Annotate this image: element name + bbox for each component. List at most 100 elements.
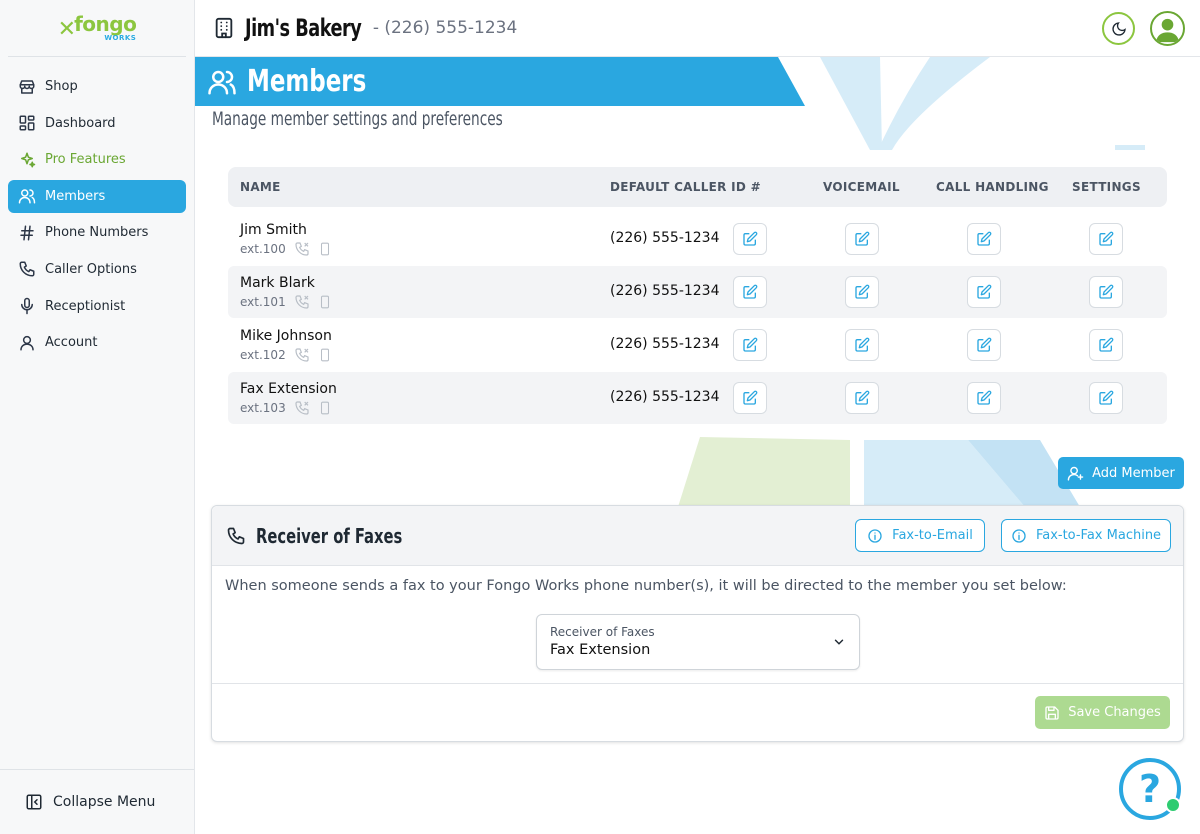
select-label: Receiver of Faxes [550,625,655,639]
sidebar-item-receptionist[interactable]: Receptionist [8,290,186,323]
edit-caller-id-button[interactable] [733,276,767,308]
sidebar-item-shop[interactable]: Shop [8,70,186,103]
dashboard-icon [17,113,37,133]
add-member-label: Add Member [1092,465,1175,481]
edit-icon [976,284,992,300]
phone-forward-icon [294,400,310,416]
member-extension-line: ext.102 [240,347,332,363]
edit-icon [742,337,758,353]
column-header-name: NAME [240,180,281,194]
edit-call-handling-button[interactable] [967,276,1001,308]
sidebar-item-label: Dashboard [45,115,116,131]
sidebar-item-pro-features[interactable]: Pro Features [8,143,186,176]
dark-mode-toggle[interactable] [1102,12,1135,45]
business-name: Jim's Bakery [245,14,362,42]
top-header: Jim's Bakery - (226) 555-1234 [195,0,1200,57]
sidebar-item-label: Account [45,335,98,351]
microphone-icon [17,296,37,316]
card-divider [212,683,1183,684]
add-member-button[interactable]: Add Member [1058,457,1184,489]
chevron-down-icon [832,635,846,649]
fax-card-header: Receiver of Faxes Fax-to-Email Fax-to-Fa… [212,506,1183,566]
fax-description: When someone sends a fax to your Fongo W… [225,578,1067,594]
column-header-caller-id: DEFAULT CALLER ID # [610,180,762,194]
edit-settings-button[interactable] [1089,223,1123,255]
phone-forward-icon [294,347,310,363]
member-name: Mike Johnson [240,328,332,344]
edit-caller-id-button[interactable] [733,329,767,361]
store-icon [17,77,37,97]
page-title-banner: Members [195,57,805,106]
avatar-icon [1152,13,1183,44]
sidebar-item-caller-options[interactable]: Caller Options [8,253,186,286]
collapse-menu-button[interactable]: Collapse Menu [0,769,194,834]
sidebar-item-phone-numbers[interactable]: Phone Numbers [8,216,186,249]
edit-call-handling-button[interactable] [967,329,1001,361]
mobile-icon [318,400,332,416]
business-phone: - (226) 555-1234 [372,18,518,38]
edit-icon [854,337,870,353]
help-button[interactable]: ? [1119,758,1181,820]
edit-settings-button[interactable] [1089,382,1123,414]
sidebar-item-dashboard[interactable]: Dashboard [8,107,186,140]
edit-icon [976,390,992,406]
sidebar-item-members[interactable]: Members [8,179,186,213]
member-extension: ext.103 [240,401,286,415]
fax-to-email-button[interactable]: Fax-to-Email [855,519,985,552]
phone-icon [226,526,246,546]
collapse-icon [24,792,44,812]
edit-voicemail-button[interactable] [845,223,879,255]
help-question-icon: ? [1138,767,1162,811]
edit-call-handling-button[interactable] [967,223,1001,255]
member-caller-id: (226) 555-1234 [610,336,720,352]
edit-voicemail-button[interactable] [845,382,879,414]
sidebar-nav: Shop Dashboard Pro Features Members Phon… [0,70,194,359]
table-row: Mike Johnson ext.102 (226) 555-1234 [228,319,1167,371]
edit-caller-id-button[interactable] [733,382,767,414]
edit-icon [854,390,870,406]
mobile-icon [318,294,332,310]
page-title: Members [247,64,367,99]
info-icon [867,528,883,544]
sidebar-item-label: Members [45,188,106,204]
page-subtitle: Manage member settings and preferences [212,108,503,130]
edit-icon [742,231,758,247]
online-status-dot [1165,797,1181,813]
sidebar-item-label: Caller Options [45,261,137,277]
hash-icon [17,223,37,243]
edit-call-handling-button[interactable] [967,382,1001,414]
fax-to-fax-machine-button[interactable]: Fax-to-Fax Machine [1001,519,1171,552]
edit-icon [976,337,992,353]
member-name: Jim Smith [240,222,307,238]
edit-settings-button[interactable] [1089,276,1123,308]
building-icon [213,17,235,39]
sidebar-item-account[interactable]: Account [8,326,186,359]
mobile-icon [318,347,332,363]
edit-voicemail-button[interactable] [845,276,879,308]
member-extension: ext.101 [240,295,286,309]
fax-to-email-label: Fax-to-Email [892,528,973,543]
user-plus-icon [1067,465,1084,482]
sparkle-icon [17,150,37,170]
edit-icon [854,284,870,300]
user-avatar-button[interactable] [1150,11,1185,46]
fax-receiver-card: Receiver of Faxes Fax-to-Email Fax-to-Fa… [211,505,1184,742]
save-changes-button[interactable]: Save Changes [1035,696,1170,729]
fongo-works-logo[interactable]: ✕ fongo WORKS [8,0,186,57]
edit-voicemail-button[interactable] [845,329,879,361]
user-icon [17,333,37,353]
edit-icon [1098,337,1114,353]
edit-icon [1098,390,1114,406]
table-row: Fax Extension ext.103 (226) 555-1234 [228,372,1167,424]
sidebar-item-label: Shop [45,79,78,94]
receiver-of-faxes-select[interactable]: Receiver of Faxes Fax Extension [536,614,860,670]
select-value: Fax Extension [550,642,651,658]
collapse-menu-label: Collapse Menu [53,794,156,810]
table-row: Jim Smith ext.100 (226) 555-1234 [228,213,1167,265]
member-name: Fax Extension [240,381,337,397]
edit-caller-id-button[interactable] [733,223,767,255]
member-extension-line: ext.101 [240,294,332,310]
edit-settings-button[interactable] [1089,329,1123,361]
info-icon [1011,528,1027,544]
phone-icon [17,259,37,279]
